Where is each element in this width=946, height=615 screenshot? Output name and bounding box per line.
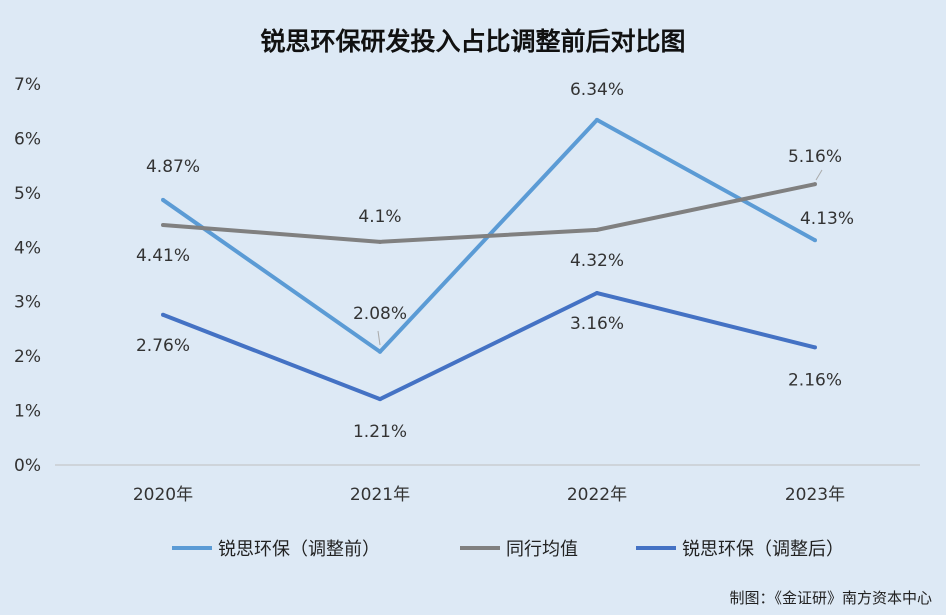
y-tick-label: 6%: [14, 129, 41, 149]
x-tick-label: 2022年: [567, 485, 627, 505]
data-point: [813, 182, 817, 187]
series-line-1: [162, 182, 816, 244]
source-note: 制图：《金证研》南方资本中心: [729, 589, 932, 607]
x-tick-label: 2020年: [133, 485, 193, 505]
data-point: [595, 291, 599, 296]
y-tick-label: 5%: [14, 184, 41, 204]
data-point: [161, 222, 165, 227]
data-point: [595, 117, 599, 122]
data-label: 2.08%: [353, 304, 407, 324]
data-label: 4.32%: [570, 251, 624, 271]
data-point: [813, 345, 817, 350]
data-label: 4.13%: [800, 209, 854, 229]
data-label: 5.16%: [788, 147, 842, 167]
chart-title: 锐思环保研发投入占比调整前后对比图: [260, 27, 685, 56]
data-label: 4.87%: [146, 157, 200, 177]
data-point: [378, 349, 382, 354]
data-label: 4.1%: [358, 207, 401, 227]
legend-label: 锐思环保（调整后）: [682, 539, 844, 560]
data-point: [161, 312, 165, 317]
data-point: [161, 197, 165, 202]
x-tick-label: 2021年: [350, 485, 410, 505]
leader-line: [815, 169, 823, 181]
x-tick-label: 2023年: [785, 485, 845, 505]
data-label: 4.41%: [136, 246, 190, 266]
data-label: 2.16%: [788, 370, 842, 390]
y-tick-label: 2%: [14, 347, 41, 367]
legend-label: 同行均值: [506, 539, 578, 560]
data-label: 6.34%: [570, 80, 624, 100]
y-tick-label: 0%: [14, 456, 41, 476]
data-label: 3.16%: [570, 314, 624, 334]
y-tick-label: 7%: [14, 75, 41, 95]
data-point: [813, 238, 817, 243]
data-point: [378, 397, 382, 402]
y-tick-label: 3%: [14, 293, 41, 313]
data-point: [595, 227, 599, 232]
data-label: 1.21%: [353, 422, 407, 442]
data-label: 2.76%: [136, 336, 190, 356]
legend-label: 锐思环保（调整前）: [218, 539, 380, 560]
leader-line: [377, 330, 381, 346]
series-line-2: [162, 291, 816, 402]
y-tick-label: 1%: [14, 402, 41, 422]
data-point: [378, 239, 382, 244]
y-tick-label: 4%: [14, 238, 41, 258]
